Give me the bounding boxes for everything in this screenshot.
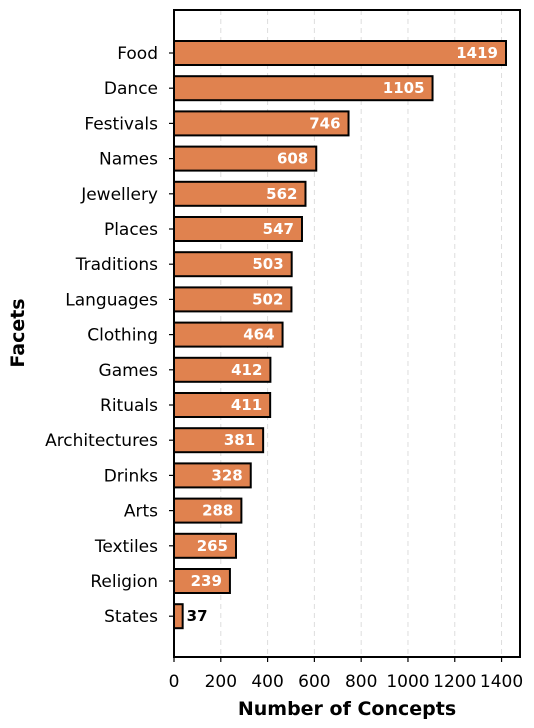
bar-value-label: 547	[263, 220, 294, 238]
bar	[173, 392, 272, 418]
bar	[173, 180, 307, 207]
x-tick-label: 1200	[433, 672, 476, 692]
y-axis-title: Facets	[7, 298, 29, 367]
bar	[173, 251, 293, 278]
x-tick-label: 600	[298, 672, 330, 692]
bar-value-label: 412	[231, 361, 262, 379]
category-label: Jewellery	[80, 185, 158, 205]
bar	[173, 145, 318, 172]
x-axis-title: Number of Concepts	[238, 698, 456, 720]
category-label: Places	[104, 220, 158, 240]
bar-value-label: 411	[231, 396, 262, 414]
category-label: Games	[99, 361, 159, 381]
category-label: Religion	[90, 572, 158, 592]
category-label: Names	[99, 150, 158, 170]
ticks-layer: 0 200 400 600 800 1000 1200 1400 Food Dance Festiv…	[45, 44, 523, 692]
category-label: Arts	[124, 502, 158, 522]
bar-value-label: 265	[197, 537, 228, 555]
bar-value-label: 503	[252, 255, 283, 273]
category-label: Festivals	[84, 114, 158, 134]
bar-value-label: 381	[224, 431, 255, 449]
category-label: Textiles	[94, 537, 158, 557]
bar-value-label: 328	[211, 466, 242, 484]
category-label: Food	[117, 44, 158, 64]
bar-value-label: 1419	[456, 44, 498, 62]
bar	[173, 497, 243, 524]
bar-value-label: 502	[252, 290, 283, 308]
category-label: Rituals	[100, 396, 158, 416]
bar-value-label: 1105	[383, 79, 425, 97]
x-tick-label: 200	[205, 672, 237, 692]
bar	[173, 462, 252, 489]
category-label: Traditions	[75, 255, 158, 275]
bar-value-label: 608	[277, 150, 308, 168]
bar	[173, 110, 350, 137]
category-label: Drinks	[104, 466, 158, 486]
x-tick-label: 800	[345, 672, 377, 692]
category-label: Languages	[65, 290, 158, 310]
bar-value-label: 746	[309, 114, 340, 132]
category-label: Dance	[104, 79, 158, 99]
x-tick-label: 1000	[386, 672, 429, 692]
bar	[173, 427, 265, 454]
bar-value-label: 464	[243, 326, 274, 344]
bar-value-label: 288	[202, 502, 233, 520]
bar-value-label: 239	[191, 572, 222, 590]
category-label: States	[104, 607, 158, 627]
x-tick-label: 1400	[480, 672, 523, 692]
category-label: Clothing	[87, 326, 158, 346]
x-tick-label: 400	[251, 672, 283, 692]
bar	[173, 75, 434, 102]
x-tick-label: 0	[169, 672, 180, 692]
bar-value-label: 37	[187, 607, 208, 625]
plot-frame	[173, 9, 521, 658]
bar	[173, 603, 184, 630]
bar-value-label: 562	[266, 185, 297, 203]
category-label: Architectures	[45, 431, 158, 451]
